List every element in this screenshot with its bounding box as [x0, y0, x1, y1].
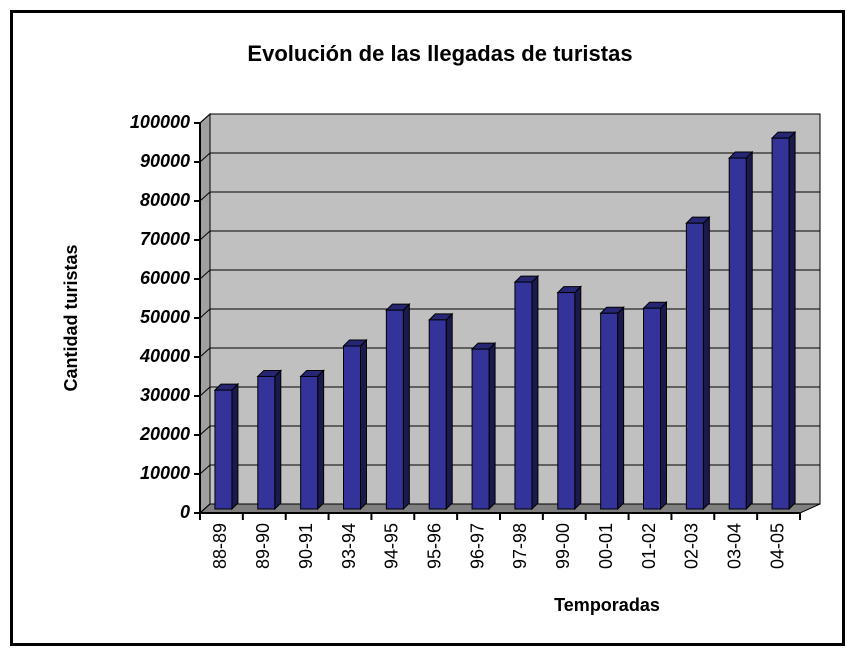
- grid-line: [199, 347, 211, 358]
- bar: [385, 309, 404, 510]
- y-tick-label: 90000: [140, 151, 190, 171]
- y-tick-label: 80000: [140, 190, 190, 210]
- bar: [557, 292, 576, 510]
- bar-side: [274, 369, 282, 511]
- bar-side: [702, 215, 710, 511]
- grid-line: [199, 308, 211, 319]
- x-tick-label: 04-05: [767, 523, 787, 569]
- x-tick-label: 93-94: [339, 523, 359, 569]
- bar-side: [745, 150, 753, 511]
- bar: [771, 137, 790, 510]
- bar: [257, 375, 276, 510]
- bar: [471, 348, 490, 510]
- grid-line: [199, 503, 211, 514]
- bar-side: [488, 341, 496, 511]
- y-tick-label: 30000: [140, 385, 190, 405]
- grid-line: [199, 269, 211, 280]
- bar: [428, 319, 447, 510]
- y-tick-label: 10000: [140, 463, 190, 483]
- y-axis-label: Cantidad turistas: [61, 244, 81, 391]
- y-tick-label: 70000: [140, 229, 190, 249]
- x-tick-label: 88-89: [210, 523, 230, 569]
- x-tick-label: 90-91: [296, 523, 316, 569]
- bar: [600, 312, 619, 510]
- y-tick-label: 100000: [130, 112, 190, 132]
- grid-line: [199, 386, 211, 397]
- x-tick-label: 94-95: [382, 523, 402, 569]
- grid-line: [199, 191, 211, 202]
- x-tick-label: 00-01: [596, 523, 616, 569]
- bar: [343, 345, 361, 510]
- grid-line: [199, 113, 211, 124]
- y-tick-label: 0: [180, 502, 190, 522]
- bar-side: [574, 285, 582, 511]
- bar-side: [531, 274, 539, 511]
- bar-side: [445, 312, 453, 511]
- bar-side: [360, 338, 367, 511]
- bar: [514, 281, 533, 510]
- grid-line: [199, 464, 211, 475]
- x-tick-label: 99-00: [553, 523, 573, 569]
- x-tick-label: 95-96: [424, 523, 444, 569]
- bar-side: [617, 306, 625, 511]
- y-tick-label: 20000: [139, 424, 190, 444]
- bar-side: [660, 300, 667, 511]
- y-tick-label: 40000: [139, 346, 190, 366]
- y-tick-label: 50000: [140, 307, 190, 327]
- y-tick-label: 60000: [140, 268, 190, 288]
- bar: [643, 307, 661, 510]
- x-tick-label: 97-98: [510, 523, 530, 569]
- chart-title: Evolución de las llegadas de turistas: [247, 41, 632, 66]
- bar: [685, 222, 704, 510]
- bar-side: [317, 369, 325, 511]
- bar: [300, 375, 319, 510]
- floor: [198, 503, 821, 514]
- bar-side: [788, 130, 796, 511]
- grid-line: [199, 425, 211, 436]
- x-tick-label: 89-90: [253, 523, 273, 569]
- x-tick-label: 96-97: [467, 523, 487, 569]
- x-axis-label: Temporadas: [554, 595, 660, 615]
- bar-side: [231, 382, 239, 511]
- bar: [728, 157, 747, 510]
- x-tick-label: 01-02: [639, 523, 659, 569]
- bar: [214, 389, 233, 510]
- grid-line: [199, 230, 211, 241]
- bar-side: [402, 302, 410, 511]
- x-tick-label: 02-03: [682, 523, 702, 569]
- grid-line: [199, 152, 211, 163]
- x-tick-label: 03-04: [724, 523, 744, 569]
